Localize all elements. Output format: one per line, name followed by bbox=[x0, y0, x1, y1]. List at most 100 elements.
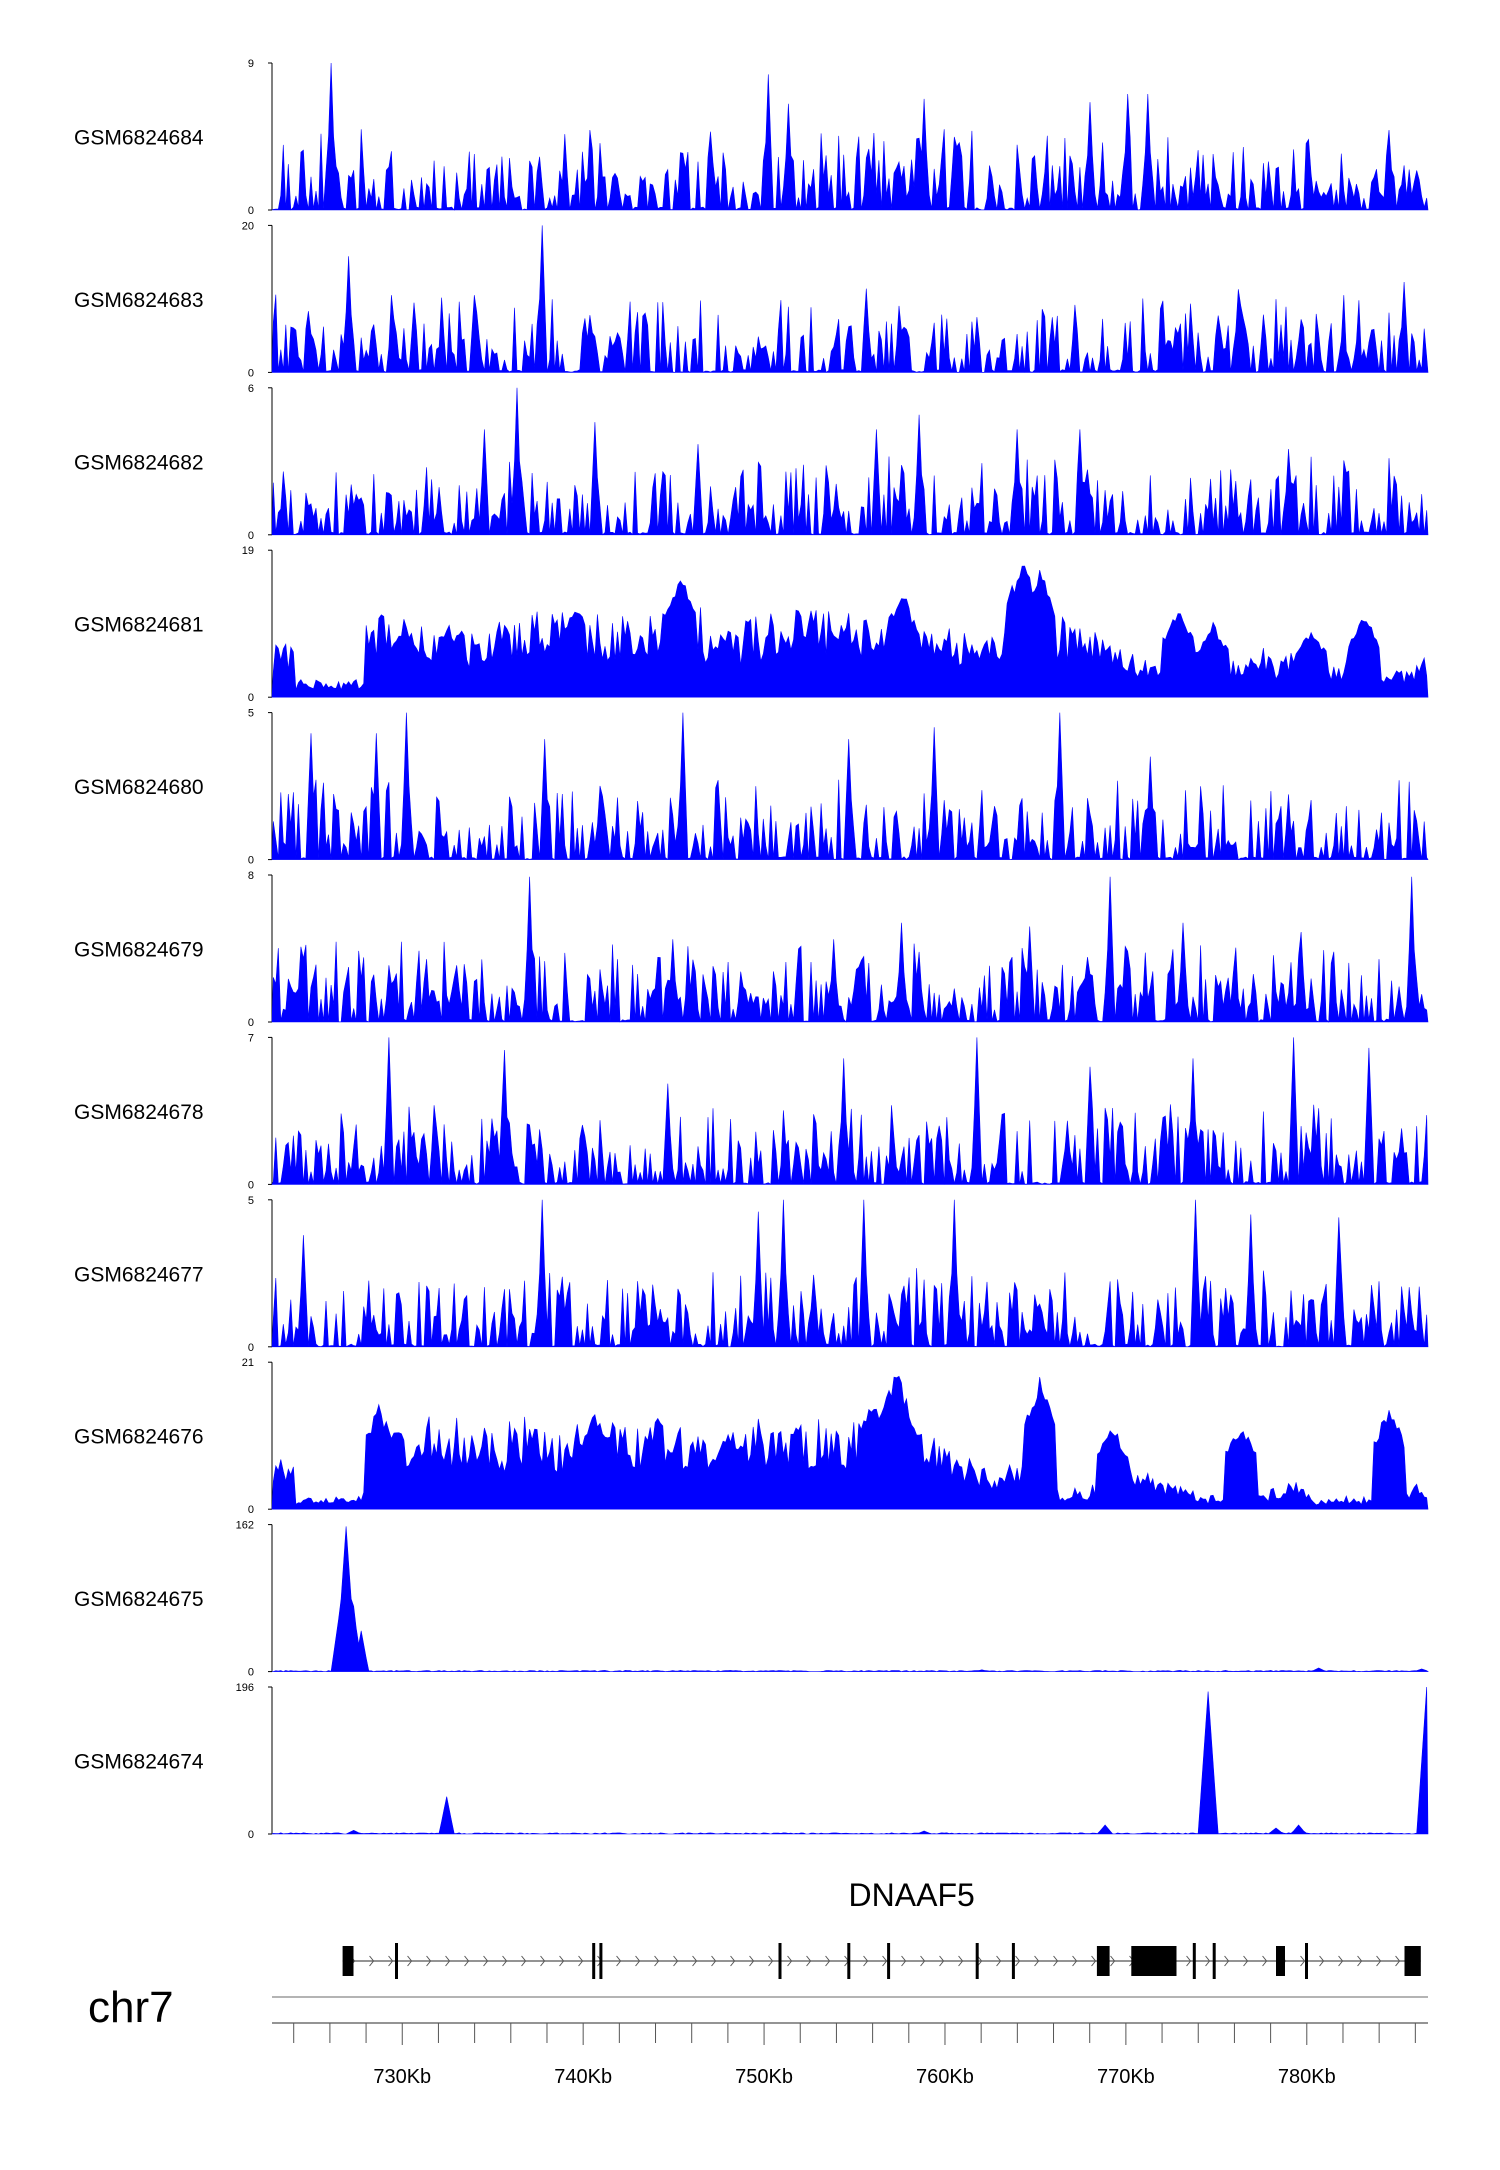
strand-arrow bbox=[616, 1955, 622, 1967]
y-tick-label-max: 7 bbox=[248, 1032, 254, 1044]
y-tick-label-min: 0 bbox=[248, 1667, 254, 1679]
strand-arrow bbox=[426, 1955, 432, 1967]
strand-arrow bbox=[1224, 1955, 1230, 1967]
track-GSM6824684: GSM6824684 9 0 bbox=[74, 58, 1429, 217]
strand-arrow bbox=[407, 1955, 413, 1967]
strand-arrow bbox=[673, 1955, 679, 1967]
strand-arrow bbox=[1319, 1955, 1325, 1967]
track-GSM6824679: GSM6824679 8 0 bbox=[74, 870, 1429, 1029]
x-tick-label: 730Kb bbox=[373, 2066, 431, 2088]
track-label: GSM6824679 bbox=[74, 939, 204, 962]
strand-arrow bbox=[1357, 1955, 1363, 1967]
track-GSM6824674: GSM6824674 196 0 bbox=[74, 1682, 1429, 1841]
y-tick-label-max: 196 bbox=[236, 1682, 254, 1694]
track-GSM6824681: GSM6824681 19 0 bbox=[74, 545, 1429, 704]
track-label: GSM6824680 bbox=[74, 776, 204, 799]
strand-arrow bbox=[654, 1955, 660, 1967]
exon bbox=[599, 1943, 603, 1979]
y-tick-label-min: 0 bbox=[248, 1829, 254, 1841]
exon bbox=[592, 1943, 596, 1979]
y-tick-label-max: 9 bbox=[248, 58, 254, 70]
strand-arrow bbox=[483, 1955, 489, 1967]
strand-arrow bbox=[939, 1955, 945, 1967]
track-label: GSM6824678 bbox=[74, 1101, 204, 1124]
gene-name: DNAAF5 bbox=[849, 1877, 975, 1913]
y-tick-label-min: 0 bbox=[248, 205, 254, 217]
exon bbox=[1404, 1946, 1421, 1976]
exon bbox=[395, 1943, 398, 1979]
track-label: GSM6824674 bbox=[74, 1751, 204, 1774]
y-tick-label-max: 6 bbox=[248, 383, 254, 395]
strand-arrow bbox=[1376, 1955, 1382, 1967]
track-GSM6824676: GSM6824676 21 0 bbox=[74, 1357, 1429, 1516]
y-tick-label-min: 0 bbox=[248, 1179, 254, 1191]
track-label: GSM6824677 bbox=[74, 1263, 204, 1286]
strand-arrow bbox=[1205, 1955, 1211, 1967]
strand-arrow bbox=[692, 1955, 698, 1967]
y-tick-label-min: 0 bbox=[248, 692, 254, 704]
strand-arrow bbox=[502, 1955, 508, 1967]
track-label: GSM6824684 bbox=[74, 127, 204, 150]
y-tick-label-max: 20 bbox=[242, 220, 254, 232]
signal-area bbox=[271, 1686, 1429, 1835]
y-tick-label-min: 0 bbox=[248, 530, 254, 542]
strand-arrow bbox=[559, 1955, 565, 1967]
strand-arrow bbox=[445, 1955, 451, 1967]
exon bbox=[887, 1943, 891, 1979]
exon bbox=[847, 1943, 851, 1979]
y-tick-label-min: 0 bbox=[248, 1017, 254, 1029]
track-GSM6824675: GSM6824675 162 0 bbox=[74, 1520, 1429, 1679]
signal-area bbox=[271, 1375, 1429, 1510]
strand-arrow bbox=[787, 1955, 793, 1967]
strand-arrow bbox=[711, 1955, 717, 1967]
strand-arrow bbox=[1015, 1955, 1021, 1967]
chromosome-label: chr7 bbox=[88, 1983, 174, 2032]
strand-arrow bbox=[1034, 1955, 1040, 1967]
exon bbox=[1131, 1946, 1177, 1976]
strand-arrow bbox=[1300, 1955, 1306, 1967]
exon bbox=[778, 1943, 782, 1979]
signal-area bbox=[271, 1199, 1429, 1348]
signal-area bbox=[271, 225, 1429, 373]
signal-area bbox=[271, 1037, 1429, 1185]
y-tick-label-max: 5 bbox=[248, 708, 254, 720]
strand-arrow bbox=[1395, 1955, 1401, 1967]
x-tick-label: 750Kb bbox=[735, 2066, 793, 2088]
exon bbox=[1212, 1943, 1216, 1979]
exon bbox=[1192, 1943, 1196, 1979]
track-label: GSM6824683 bbox=[74, 289, 204, 312]
y-tick-label-max: 162 bbox=[236, 1520, 254, 1532]
strand-arrow bbox=[920, 1955, 926, 1967]
strand-arrow bbox=[768, 1955, 774, 1967]
strand-arrow bbox=[1110, 1955, 1116, 1967]
strand-arrow bbox=[578, 1955, 584, 1967]
signal-area bbox=[271, 712, 1429, 861]
y-tick-label-max: 19 bbox=[242, 545, 254, 557]
track-GSM6824677: GSM6824677 5 0 bbox=[74, 1195, 1429, 1354]
strand-arrow bbox=[958, 1955, 964, 1967]
track-GSM6824678: GSM6824678 7 0 bbox=[74, 1032, 1429, 1191]
strand-arrow bbox=[635, 1955, 641, 1967]
exon bbox=[975, 1943, 979, 1979]
y-tick-label-max: 21 bbox=[242, 1357, 254, 1369]
strand-arrow bbox=[1053, 1955, 1059, 1967]
track-GSM6824683: GSM6824683 20 0 bbox=[74, 220, 1429, 379]
gene-track: DNAAF5 bbox=[342, 1877, 1421, 1979]
exon bbox=[1276, 1946, 1285, 1976]
strand-arrow bbox=[996, 1955, 1002, 1967]
track-label: GSM6824675 bbox=[74, 1588, 204, 1611]
exon bbox=[1011, 1943, 1015, 1979]
track-label: GSM6824676 bbox=[74, 1426, 204, 1449]
x-tick-label: 780Kb bbox=[1278, 2066, 1336, 2088]
signal-area bbox=[271, 876, 1429, 1023]
signal-area bbox=[271, 1526, 1429, 1672]
strand-arrow bbox=[369, 1955, 375, 1967]
exon bbox=[1096, 1946, 1110, 1976]
y-tick-label-min: 0 bbox=[248, 855, 254, 867]
strand-arrow bbox=[1262, 1955, 1268, 1967]
x-axis: 730Kb 740Kb 750Kb 760Kb 770Kb 780Kb bbox=[272, 1996, 1428, 2088]
strand-arrow bbox=[882, 1955, 888, 1967]
y-tick-label-min: 0 bbox=[248, 1504, 254, 1516]
strand-arrow bbox=[388, 1955, 394, 1967]
